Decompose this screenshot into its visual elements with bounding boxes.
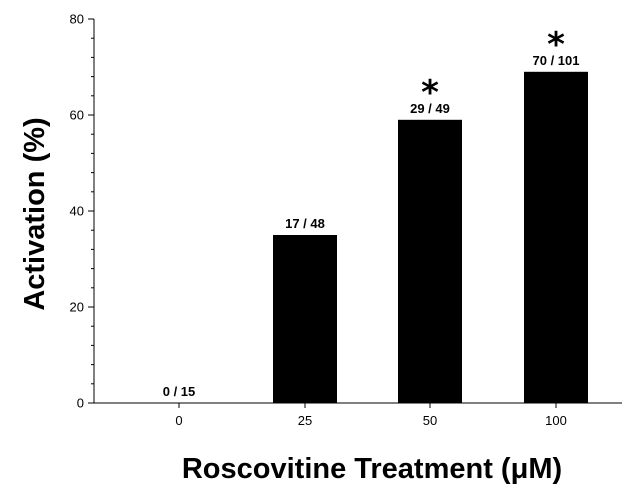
significance-star: *	[547, 25, 565, 65]
bar	[273, 235, 337, 403]
x-tick-label: 100	[545, 413, 567, 428]
x-tick-label: 0	[175, 413, 182, 428]
y-tick-label: 80	[70, 12, 84, 27]
y-tick-label: 0	[77, 396, 84, 411]
bars	[273, 71, 588, 404]
y-tick-label: 60	[70, 108, 84, 123]
x-tick-label: 25	[298, 413, 312, 428]
y-axis-title: Activation (%)	[19, 117, 51, 310]
bar	[524, 71, 588, 404]
x-axis-title: Roscovitine Treatment (μM)	[182, 453, 562, 485]
bar	[398, 119, 462, 404]
data-label: 17 / 48	[285, 216, 325, 231]
y-tick-label: 20	[70, 300, 84, 315]
significance-star: *	[421, 73, 439, 113]
y-axis: 0 20 40 60 80	[70, 12, 95, 411]
data-label: 0 / 15	[163, 384, 196, 399]
data-label: 70 / 101	[533, 53, 580, 68]
y-tick-label: 40	[70, 204, 84, 219]
data-label: 29 / 49	[410, 101, 450, 116]
x-tick-label: 50	[423, 413, 437, 428]
x-axis: 0 25 50 100	[94, 402, 622, 428]
